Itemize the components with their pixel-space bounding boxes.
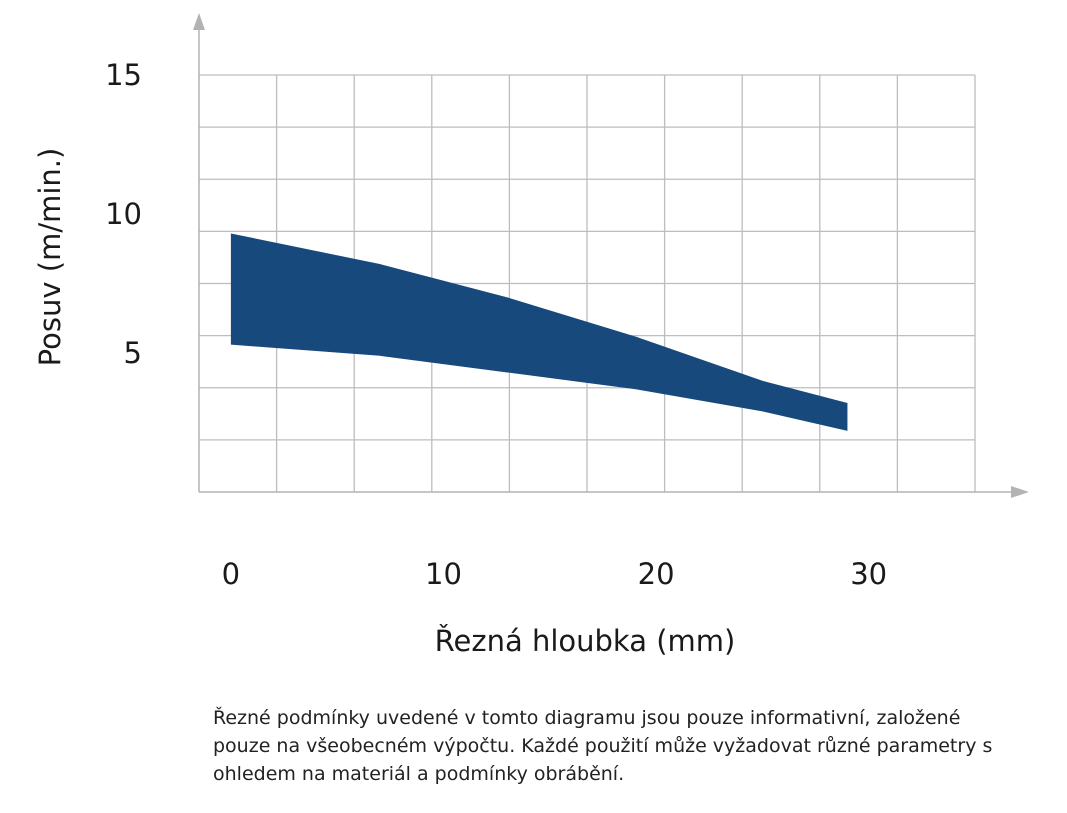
x-tick-labels: 0 10 20 30 [222,557,887,591]
y-tick-label: 10 [105,197,142,231]
x-tick-label: 0 [222,557,240,591]
axes [193,13,1029,498]
feed-rate-chart: 0 10 20 30 5 10 15 Řezná hloubka (mm) Posuv (… [33,13,1029,658]
note-line-3: ohledem na materiál a podmínky obrábění. [213,763,625,785]
grid-lines [199,74,976,492]
y-tick-label: 15 [105,58,142,92]
x-axis-arrow-icon [1011,486,1029,498]
note-line-2: pouze na všeobecném výpočtu. Každé použi… [213,735,993,757]
y-tick-label: 5 [124,336,142,370]
y-axis-label: Posuv (m/min.) [33,148,67,367]
feed-rate-band [230,233,848,431]
x-tick-label: 10 [425,557,462,591]
x-tick-label: 20 [638,557,675,591]
note-line-1: Řezné podmínky uvedené v tomto diagramu … [213,707,961,729]
x-axis-label: Řezná hloubka (mm) [435,624,736,658]
disclaimer-note: Řezné podmínky uvedené v tomto diagramu … [213,704,1033,788]
y-axis-arrow-icon [193,13,205,30]
y-tick-labels: 5 10 15 [105,58,142,370]
feed-rate-area [230,233,848,431]
x-tick-label: 30 [850,557,887,591]
